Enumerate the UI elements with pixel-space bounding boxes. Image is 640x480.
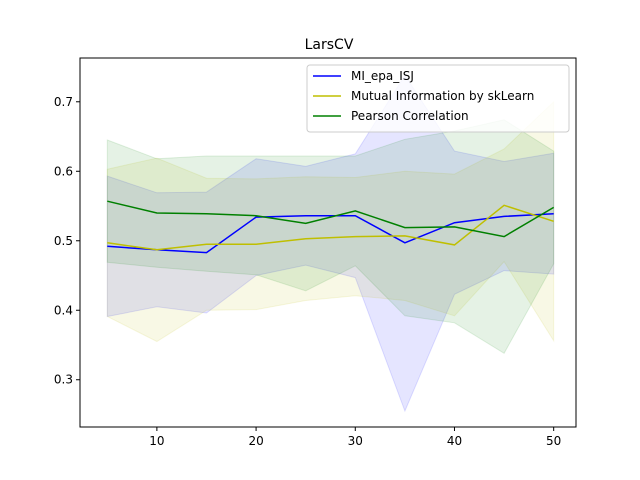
legend-label-0: MI_epa_ISJ [351,69,414,83]
series-lines [107,200,555,254]
y-tick-label: 0.6 [54,164,73,178]
x-tick-label: 30 [348,434,363,448]
x-tick-label: 10 [149,434,164,448]
band-series-1 [106,100,555,343]
legend: MI_epa_ISJ Mutual Information by skLearn P… [306,64,570,133]
x-tick-label: 20 [248,434,263,448]
legend-label-2: Pearson Correlation [351,109,469,123]
band-series-0 [106,74,555,413]
y-tick-label: 0.5 [54,234,73,248]
x-tick-label: 50 [546,434,561,448]
x-axis: 10 20 30 40 50 [149,427,561,448]
band-series-2 [106,119,555,355]
line-series-0 [107,212,554,254]
confidence-bands [106,74,555,413]
legend-box [306,64,570,133]
y-tick-label: 0.7 [54,95,73,109]
line-series-2 [107,200,555,238]
line-series-1 [107,204,554,251]
plot-frame [79,57,577,428]
y-tick-label: 0.4 [54,303,73,317]
y-tick-label: 0.3 [54,373,73,387]
y-axis: 0.3 0.4 0.5 0.6 0.7 [54,95,80,387]
chart-title: LarsCV [305,37,354,53]
x-tick-label: 40 [447,434,462,448]
legend-label-1: Mutual Information by skLearn [351,89,534,103]
